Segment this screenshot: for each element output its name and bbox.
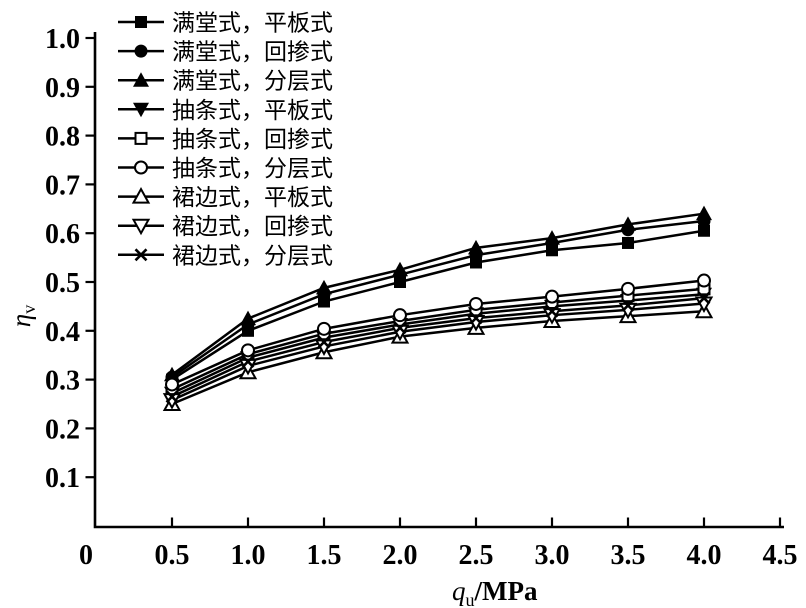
y-tick-label: 0.9 [45, 73, 80, 104]
series-line-8 [171, 296, 705, 398]
open-triangle-down-marker-icon [131, 218, 151, 236]
legend-item-4: 抽条式，回掺式 [118, 127, 333, 152]
open-triangle-up-marker-icon [131, 187, 151, 204]
filled-triangle-up-marker-icon [620, 216, 636, 231]
y-axis-title-text: ηv [6, 305, 39, 327]
x-tick-label: 3.5 [611, 540, 646, 571]
x-tick-label: 1.0 [231, 540, 266, 571]
legend: 满堂式，平板式满堂式，回掺式满堂式，分层式抽条式，平板式抽条式，回掺式抽条式，分… [118, 11, 333, 268]
x-cross-marker-icon [393, 321, 407, 335]
x-tick-label: 4.5 [763, 540, 798, 571]
legend-item-0: 满堂式，平板式 [118, 11, 333, 36]
series-line-5 [171, 279, 705, 386]
legend-item-label: 裙边式，回掺式 [172, 214, 333, 239]
x-cross-marker-icon [697, 291, 711, 305]
legend-item-label: 抽条式，平板式 [172, 98, 333, 123]
y-tick-label: 0.7 [45, 170, 80, 201]
y-tick-label: 0.2 [45, 414, 80, 445]
legend-item-label: 满堂式，回掺式 [172, 40, 333, 65]
open-circle-marker-icon [134, 160, 148, 175]
y-tick-label: 0.3 [45, 366, 80, 397]
axis-lines [93, 32, 784, 529]
series-lines [171, 212, 705, 406]
series-markers [162, 205, 714, 411]
filled-square-marker-icon [698, 224, 710, 237]
x-tick-label: 2.5 [459, 540, 494, 571]
filled-triangle-up-marker-icon [468, 239, 484, 255]
y-tick-label: 0.6 [45, 219, 80, 250]
legend-item-1: 满堂式，回掺式 [118, 40, 333, 65]
filled-square-marker-icon [135, 16, 147, 28]
x-tick-label: 0.5 [155, 540, 190, 571]
open-circle-marker-icon [241, 343, 255, 358]
legend-item-6: 裙边式，平板式 [118, 185, 333, 210]
filled-triangle-down-marker-icon [133, 102, 149, 118]
x-axis-title: qu/MPa [452, 576, 538, 608]
filled-triangle-up-marker-icon [316, 279, 332, 295]
filled-circle-marker-icon [134, 44, 148, 58]
series-points-5 [165, 273, 711, 392]
open-square-marker-icon [134, 131, 148, 145]
x-tick-label: 2.0 [383, 540, 418, 571]
legend-item-2: 满堂式，分层式 [118, 69, 333, 94]
filled-triangle-up-marker-icon [240, 310, 256, 326]
y-tick-label: 0.8 [45, 122, 80, 153]
x-cross-marker-icon [241, 355, 255, 368]
legend-item-5: 抽条式，分层式 [118, 156, 333, 181]
series-line-6 [171, 310, 705, 406]
x-tick-label: 0 [79, 540, 93, 571]
y-tick-label: 0.4 [45, 317, 80, 348]
x-cross-marker-icon [621, 299, 635, 312]
filled-triangle-up-marker-icon [544, 230, 560, 245]
open-circle-marker-icon [621, 281, 635, 296]
legend-item-7: 裙边式，回掺式 [118, 214, 333, 239]
x-tick-label: 4.0 [687, 540, 722, 571]
legend-item-3: 抽条式，平板式 [118, 98, 333, 123]
axes: 0.1 0.2 0.3 0.4 0.5 0.6 0.7 0.8 0.9 1.0 0 0.5 1.0 1.5… [45, 24, 798, 571]
y-tick-label: 1.0 [45, 24, 80, 55]
filled-triangle-up-marker-icon [164, 366, 180, 382]
open-circle-marker-icon [469, 296, 483, 311]
filled-triangle-up-marker-icon [696, 205, 712, 221]
open-circle-marker-icon [697, 273, 711, 288]
series-points-8 [165, 291, 711, 404]
series-line-1 [171, 219, 705, 379]
series-line-7 [171, 302, 705, 402]
x-tick-label: 1.5 [307, 540, 342, 571]
x-cross-marker-icon [545, 304, 559, 318]
x-cross-marker-icon [469, 311, 483, 325]
series-line-0 [171, 229, 705, 381]
legend-item-label: 满堂式，平板式 [172, 11, 333, 36]
series-points-2 [164, 205, 712, 382]
open-circle-marker-icon [545, 289, 559, 304]
legend-item-label: 抽条式，分层式 [172, 156, 333, 181]
legend-item-label: 裙边式，分层式 [172, 243, 333, 268]
series-line-4 [171, 287, 705, 391]
legend-item-label: 裙边式，平板式 [172, 185, 333, 210]
legend-item-label: 抽条式，回掺式 [172, 127, 333, 152]
x-cross-marker-icon [134, 248, 148, 262]
x-cross-marker-icon [317, 335, 331, 349]
y-tick-label: 0.5 [45, 268, 80, 299]
x-tick-label: 3.0 [535, 540, 570, 571]
filled-square-marker-icon [622, 236, 634, 249]
filled-triangle-up-marker-icon [392, 261, 408, 277]
open-circle-marker-icon [317, 321, 331, 336]
y-axis-title: ηv [6, 305, 39, 327]
filled-triangle-up-marker-icon [133, 72, 149, 87]
open-circle-marker-icon [165, 377, 179, 392]
series-line-3 [171, 292, 705, 395]
legend-item-8: 裙边式，分层式 [118, 243, 333, 268]
open-circle-marker-icon [393, 308, 407, 323]
x-cross-marker-icon [165, 390, 179, 404]
legend-item-label: 满堂式，分层式 [172, 69, 333, 94]
y-tick-label: 0.1 [45, 463, 80, 494]
series-line-2 [171, 212, 705, 376]
